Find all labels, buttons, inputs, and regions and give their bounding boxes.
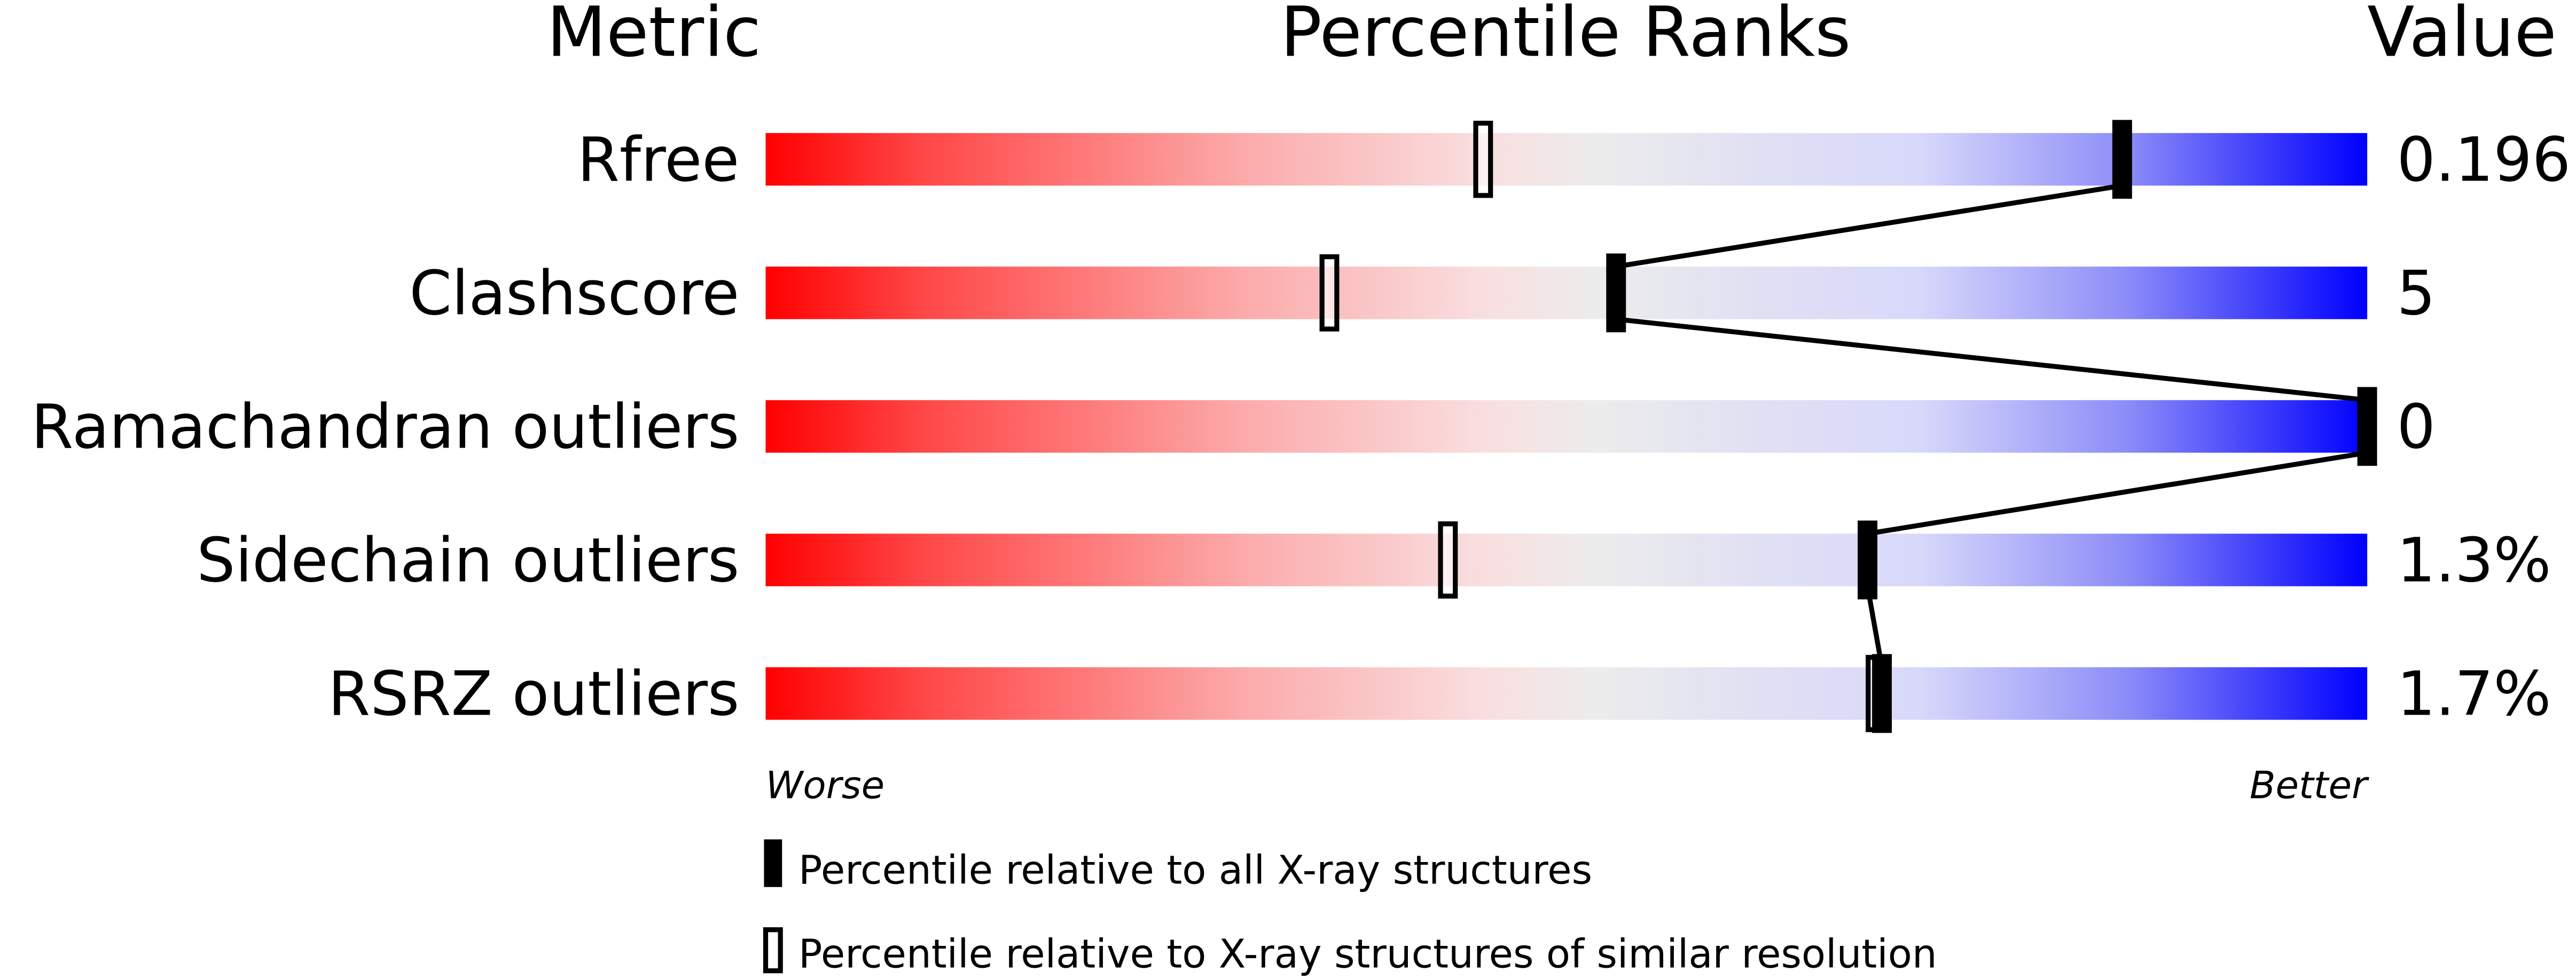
metric-value: 1.7% [2397,658,2551,729]
metric-label: Clashscore [409,257,739,328]
marker-all-structures [2357,387,2377,466]
metric-label: RSRZ outliers [328,658,739,729]
percentile-bar [765,667,2368,720]
header-metric: Metric [547,0,762,73]
metric-label: Rfree [577,124,739,195]
better-label: Better [2250,763,2369,808]
header-value: Value [2367,0,2557,73]
percentile-bar [765,400,2368,453]
metric-value: 1.3% [2397,524,2551,596]
marker-similar-resolution [1319,254,1340,332]
marker-similar-resolution [1438,521,1458,599]
metric-value: 0 [2397,391,2435,462]
percentile-bar [765,534,2368,586]
connector-line [1616,316,2368,403]
metric-label: Ramachandran outliers [31,391,739,462]
legend-filled-label: Percentile relative to all X-ray structu… [798,848,1592,894]
marker-all-structures [1606,253,1626,333]
legend-open-marker [763,927,783,974]
connector-line [1616,183,2123,269]
marker-all-structures [1872,654,1892,733]
legend-open-label: Percentile relative to X-ray structures … [798,931,1937,977]
marker-similar-resolution [1473,121,1493,198]
worse-label: Worse [765,763,884,808]
percentile-bar [765,267,2368,319]
metric-label: Sidechain outliers [197,524,739,596]
connector-line [1867,450,2368,536]
metric-value: 0.196 [2397,124,2571,195]
percentile-bar [765,133,2368,186]
legend-filled-marker [764,839,782,887]
metric-value: 5 [2397,257,2435,328]
marker-all-structures [1858,520,1877,600]
marker-all-structures [2112,120,2132,199]
connector-line [1865,585,1885,668]
header-percentile-ranks: Percentile Ranks [1280,0,1851,73]
